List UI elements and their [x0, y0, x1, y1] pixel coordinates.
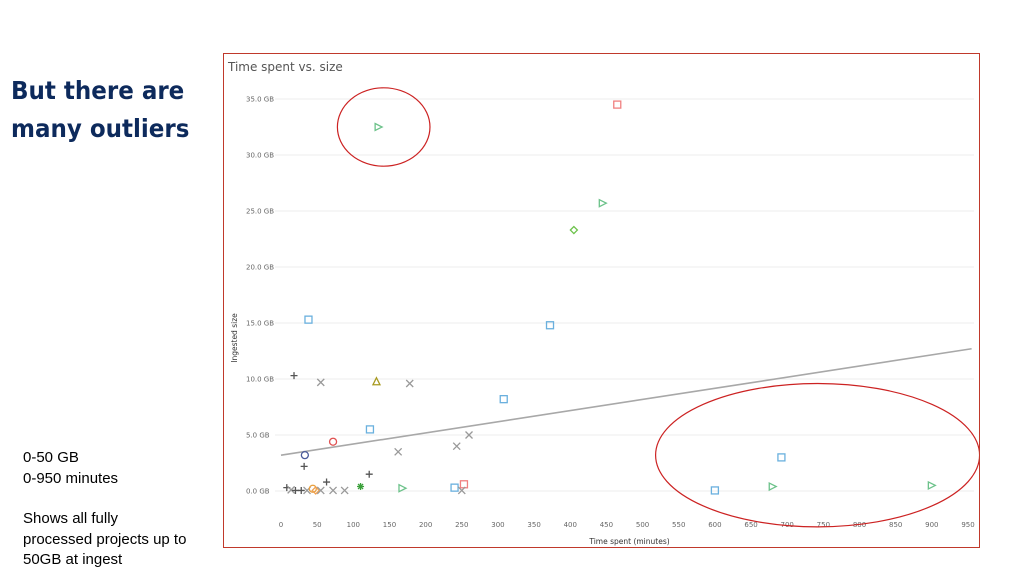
data-point: [398, 483, 408, 493]
x-tick-label: 750: [817, 521, 830, 529]
data-point: [340, 486, 349, 495]
data-point: [465, 431, 473, 439]
data-point: [777, 453, 786, 462]
chart-frame: Time spent vs. size 0.0 GB 5.0 GB 10.0 GB 1…: [223, 53, 980, 548]
data-point: [308, 484, 317, 493]
data-point: [357, 483, 365, 491]
data-point: [365, 425, 375, 434]
data-point: [545, 321, 555, 330]
x-tick-label: 500: [636, 521, 649, 529]
data-point: [316, 378, 325, 387]
data-point: [768, 481, 778, 492]
x-tick-label: 400: [564, 521, 577, 529]
x-tick-label: 100: [347, 521, 360, 529]
data-point: [328, 437, 338, 446]
x-tick-label: 350: [527, 521, 540, 529]
x-tick-label: 200: [419, 521, 432, 529]
data-point: [371, 376, 382, 386]
y-tick-label: 0.0 GB: [246, 488, 270, 496]
x-tick-label: 0: [279, 521, 283, 529]
x-tick-label: 250: [455, 521, 468, 529]
x-tick-label: 850: [889, 521, 902, 529]
data-point: [300, 462, 308, 470]
x-tick-label: 950: [961, 521, 974, 529]
notes-line-3: Shows all fully: [23, 510, 119, 527]
x-tick-label: 650: [744, 521, 757, 529]
y-tick-label: 30.0 GB: [246, 152, 274, 160]
x-tick-label: 50: [313, 521, 322, 529]
data-point: [365, 470, 373, 478]
data-point: [394, 447, 403, 456]
notes-line-5: 50GB at ingest: [23, 551, 123, 568]
data-point: [613, 100, 622, 109]
slide-notes: 0-50 GB 0-950 minutes Shows all fully pr…: [23, 448, 223, 571]
notes-line-1: 0-50 GB: [23, 449, 79, 466]
data-point: [304, 315, 313, 324]
x-tick-label: 900: [925, 521, 938, 529]
data-point: [300, 451, 310, 460]
x-tick-label: 700: [781, 521, 794, 529]
y-tick-label: 10.0 GB: [246, 376, 274, 384]
x-tick-label: 300: [491, 521, 504, 529]
data-point: [927, 480, 937, 490]
x-tick-label: 150: [383, 521, 396, 529]
trend-line: [280, 347, 972, 456]
notes-line-2: 0-950 minutes: [23, 469, 119, 487]
chart-title: Time spent vs. size: [228, 60, 343, 74]
data-point: [290, 372, 298, 380]
y-axis-label: Ingested size: [230, 313, 239, 363]
data-point: [710, 486, 720, 495]
slide-title-line-1: But there are: [11, 76, 185, 105]
data-point: [499, 395, 508, 404]
data-point: [452, 442, 461, 451]
data-point: [569, 225, 579, 235]
x-axis-label: Time spent (minutes): [588, 537, 669, 546]
outlier-highlight: [336, 87, 431, 167]
outlier-highlight: [655, 382, 979, 528]
data-point: [311, 486, 321, 495]
data-point: [405, 379, 414, 388]
scatter-chart: 0.0 GB 5.0 GB 10.0 GB 15.0 GB 20.0 GB 25.0 GB…: [230, 87, 979, 546]
y-tick-label: 15.0 GB: [246, 320, 274, 328]
y-tick-label: 20.0 GB: [246, 264, 274, 272]
data-point: [457, 486, 466, 495]
x-tick-label: 550: [672, 521, 685, 529]
y-tick-label: 5.0 GB: [246, 432, 270, 440]
y-tick-label: 25.0 GB: [246, 208, 274, 216]
y-tick-label: 35.0 GB: [246, 96, 274, 104]
x-tick-label: 600: [708, 521, 721, 529]
data-point: [287, 485, 296, 494]
data-point: [459, 480, 469, 489]
data-point: [316, 486, 325, 495]
x-tick-label: 450: [600, 521, 613, 529]
data-point: [329, 486, 338, 495]
data-point: [323, 478, 331, 486]
slide-title: But there are many outliers: [11, 72, 195, 148]
notes-line-4: processed projects up to: [23, 530, 187, 548]
data-point: [297, 486, 305, 494]
slide-title-line-2: many outliers: [11, 114, 190, 143]
data-point: [374, 122, 384, 132]
data-point: [450, 483, 459, 492]
data-point: [598, 198, 608, 208]
